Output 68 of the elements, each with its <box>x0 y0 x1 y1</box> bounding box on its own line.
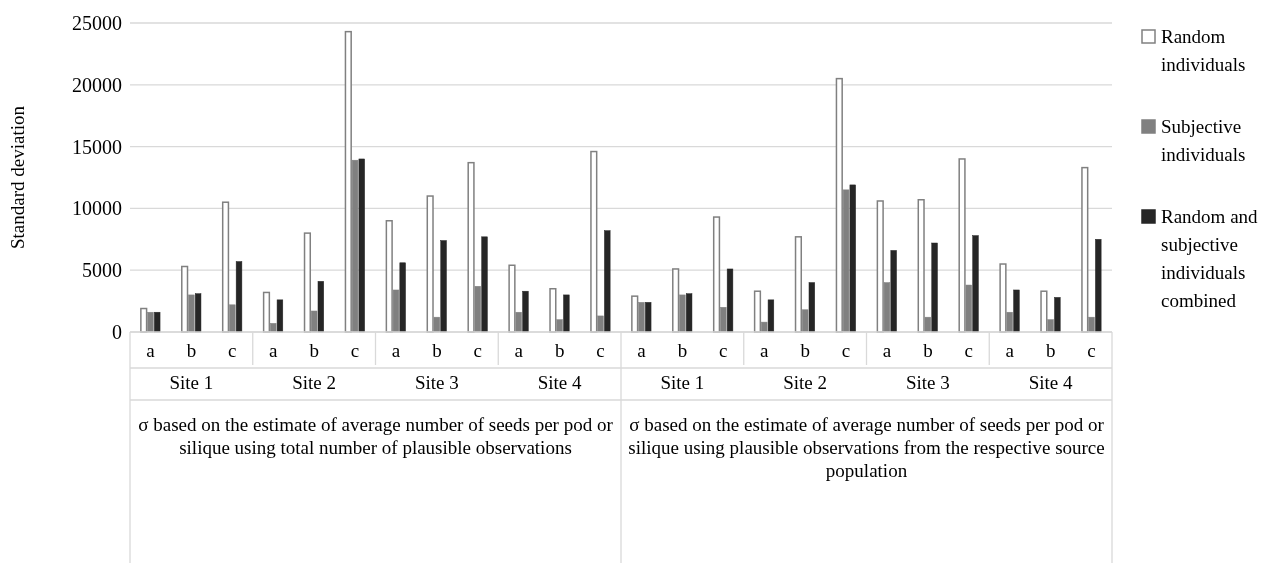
x-tick-label: c <box>350 340 360 361</box>
y-tick-label: 20000 <box>72 73 122 96</box>
bar <box>931 242 938 333</box>
bar <box>685 293 693 333</box>
x-tick-label: c <box>964 340 974 361</box>
text: Site 4 <box>537 372 583 393</box>
text: Site 4 <box>1028 372 1074 393</box>
bar <box>890 250 897 333</box>
bar <box>1095 239 1102 333</box>
y-tick-label: 25000 <box>72 11 122 34</box>
y-tick-label: 10000 <box>72 197 122 220</box>
bar <box>194 293 202 333</box>
x-tick-label: a <box>882 340 892 361</box>
legend-label: Subjective individuals <box>1161 116 1246 165</box>
legend-label: Random and subjective individuals combined <box>1161 206 1259 311</box>
x-tick-label: a <box>637 340 647 361</box>
text: σ based on the estimate of average number of seeds per pod or silique using total number of plausible observations <box>138 414 614 458</box>
bar <box>481 236 488 333</box>
x-tick-label: c <box>841 340 851 361</box>
bar <box>849 184 856 333</box>
x-tick-label: b <box>309 340 319 361</box>
bar <box>645 302 652 333</box>
x-tick-label: c <box>596 340 605 361</box>
text: Site 3 <box>905 372 950 393</box>
y-tick-label: 5000 <box>82 259 122 282</box>
bar <box>522 290 529 333</box>
y-tick-label: 0 <box>112 320 122 343</box>
bar <box>235 261 243 333</box>
bar <box>972 235 979 333</box>
x-tick-label: a <box>268 340 278 361</box>
bar <box>154 311 161 333</box>
x-tick-label: b <box>1045 340 1056 361</box>
legend-label: Random individuals <box>1161 26 1246 75</box>
x-tick-label: b <box>677 340 688 361</box>
text: Site 1 <box>660 372 705 393</box>
x-tick-label: c <box>473 340 483 361</box>
x-tick-label: a <box>146 340 156 361</box>
x-tick-label: b <box>432 340 442 361</box>
text: Site 3 <box>414 372 459 393</box>
bar <box>767 299 775 333</box>
bar <box>276 299 284 333</box>
y-tick-label: 15000 <box>72 135 122 158</box>
text: Site 1 <box>169 372 214 393</box>
x-tick-label: b <box>554 340 565 361</box>
text: Site 2 <box>783 372 828 393</box>
bar <box>808 282 815 333</box>
x-tick-label: a <box>759 340 769 361</box>
x-tick-label: a <box>391 340 401 361</box>
bar <box>1013 289 1020 333</box>
bar <box>440 240 447 333</box>
x-tick-label: c <box>1087 340 1096 361</box>
bar <box>726 268 734 333</box>
text: Site 2 <box>292 372 337 393</box>
bar <box>399 262 406 333</box>
x-tick-label: b <box>186 340 197 361</box>
x-tick-label: a <box>1005 340 1015 361</box>
bar <box>563 294 570 333</box>
x-tick-label: b <box>923 340 933 361</box>
x-tick-label: c <box>228 340 237 361</box>
y-axis-title: Standard deviation <box>7 105 28 249</box>
bar <box>1054 297 1061 333</box>
x-tick-label: c <box>719 340 728 361</box>
bar <box>604 230 611 333</box>
bar <box>358 158 365 333</box>
x-tick-label: b <box>800 340 810 361</box>
x-tick-label: a <box>514 340 524 361</box>
text: σ based on the estimate of average number of seeds per pod or silique using plausible observations from the respective source population <box>628 414 1105 481</box>
bar <box>317 281 324 333</box>
